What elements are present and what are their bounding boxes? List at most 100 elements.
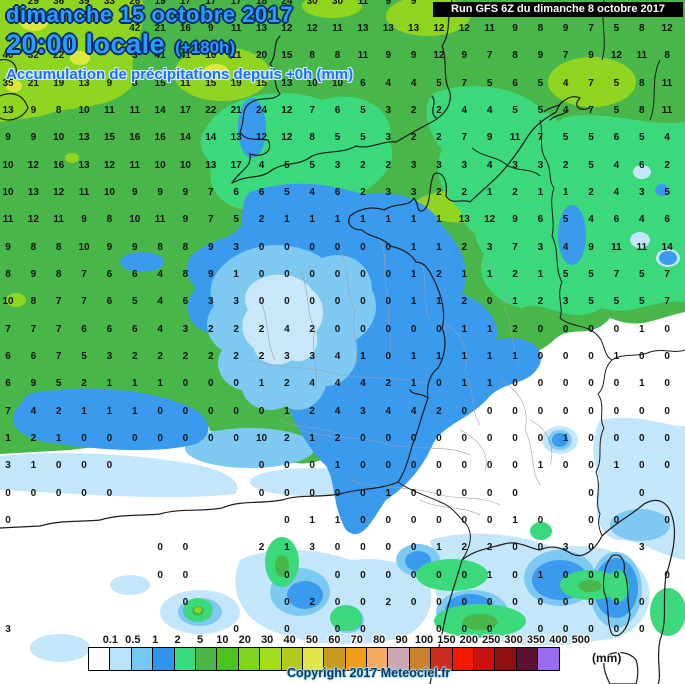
precip-value: 3 (385, 105, 392, 116)
precip-value: 0 (334, 488, 341, 499)
precip-value: 12 (281, 132, 293, 143)
precip-value: 10 (179, 160, 191, 171)
precip-value: 2 (436, 132, 442, 143)
precip-value: 4 (157, 269, 163, 280)
precip-value: 2 (410, 105, 417, 116)
precip-value: 0 (638, 488, 645, 499)
precip-value: 2 (486, 542, 493, 553)
precip-value: 6 (106, 296, 113, 307)
precip-value: 9 (562, 23, 569, 34)
precip-value: 0 (208, 406, 214, 417)
precip-value: 16 (154, 132, 166, 143)
precip-value: 0 (131, 433, 138, 444)
precip-value: 0 (613, 597, 620, 608)
precip-value: 9 (30, 132, 37, 143)
precip-value: 1 (461, 324, 468, 335)
legend-label: 10 (216, 634, 229, 646)
precip-value: 6 (334, 187, 341, 198)
precip-value: 5 (537, 105, 544, 116)
precip-value: 0 (284, 624, 290, 635)
precip-value: 11 (230, 50, 242, 61)
precip-value: 0 (436, 324, 442, 335)
precip-value: 0 (385, 570, 392, 581)
precip-value: 2 (258, 542, 265, 553)
precip-value: 0 (360, 269, 366, 280)
precip-value: 11 (484, 23, 495, 34)
precip-value: 8 (537, 23, 544, 34)
precip-value: 4 (613, 187, 620, 198)
precip-value: 3 (562, 296, 569, 307)
precip-value: 12 (433, 23, 445, 34)
precip-value: 7 (208, 187, 214, 198)
precip-value: 1 (309, 214, 315, 225)
legend-label: 0.1 (102, 634, 119, 646)
legend-label: 5 (196, 634, 204, 646)
precip-value: 5 (55, 378, 62, 389)
precip-value: 6 (613, 214, 620, 225)
legend-box (194, 647, 218, 671)
precip-value: 36 (53, 0, 65, 7)
precip-value: 0 (537, 351, 544, 362)
precip-value: 9 (461, 50, 468, 61)
precip-value: 10 (103, 187, 115, 198)
precip-value: 13 (78, 132, 90, 143)
precip-value: 0 (486, 296, 493, 307)
precip-value: 8 (55, 105, 62, 116)
precip-value: 0 (562, 406, 569, 417)
precip-value: 0 (360, 242, 366, 253)
precip-value: 15 (154, 78, 166, 89)
precip-value: 8 (309, 132, 315, 143)
precip-value: 0 (537, 378, 544, 389)
precip-value: 2 (385, 597, 392, 608)
precip-value: 1 (410, 214, 417, 225)
precip-value: 5 (486, 78, 493, 89)
precip-value: 3 (385, 132, 392, 143)
precip-value: 15 (205, 78, 217, 89)
precip-value: 1 (436, 351, 442, 362)
precip-value: 0 (385, 269, 392, 280)
precip-value: 33 (103, 0, 115, 7)
precip-value: 13 (382, 23, 394, 34)
precip-value: 0 (284, 242, 290, 253)
precip-value: 0 (385, 460, 392, 471)
precip-value: 0 (613, 624, 620, 635)
legend-box (259, 647, 282, 671)
precip-value: 9 (5, 132, 11, 143)
precip-value: 0 (360, 570, 366, 581)
precip-value: 2 (385, 160, 392, 171)
precip-value: 0 (486, 597, 493, 608)
precip-value: 0 (360, 624, 366, 635)
legend-label: 50 (305, 634, 319, 646)
precip-value: 21 (154, 23, 166, 34)
precip-value: 0 (233, 433, 239, 444)
precip-value: 0 (106, 433, 113, 444)
precip-value: 0 (410, 570, 417, 581)
precip-value: 6 (360, 78, 366, 89)
precip-value: 0 (512, 406, 518, 417)
precip-value: 0 (258, 296, 265, 307)
precip-value: 11 (129, 160, 141, 171)
precip-value: 1 (537, 269, 544, 280)
precip-value: 10 (78, 105, 90, 116)
precip-value: 1 (106, 378, 113, 389)
precip-value: 0 (284, 597, 290, 608)
precip-value: 40 (2, 50, 14, 61)
precip-value: 17 (230, 0, 242, 7)
precip-value: 3 (410, 187, 417, 198)
precip-value: 9 (588, 242, 594, 253)
precip-value: 0 (562, 570, 569, 581)
precip-value: 9 (512, 214, 518, 225)
precip-value: 0 (461, 624, 468, 635)
precip-value: 2 (334, 433, 341, 444)
precip-value: 1 (436, 296, 442, 307)
precip-value: 0 (664, 515, 670, 526)
precip-value: 7 (562, 50, 569, 61)
precip-value: 1 (284, 542, 290, 553)
legend-label: 20 (238, 634, 251, 646)
precip-value: 2 (258, 351, 265, 362)
precip-value: 10 (205, 50, 217, 61)
precip-value: 0 (562, 624, 569, 635)
precip-value: 0 (182, 542, 189, 553)
precip-value: 9 (410, 0, 417, 7)
precip-value: 0 (588, 433, 594, 444)
